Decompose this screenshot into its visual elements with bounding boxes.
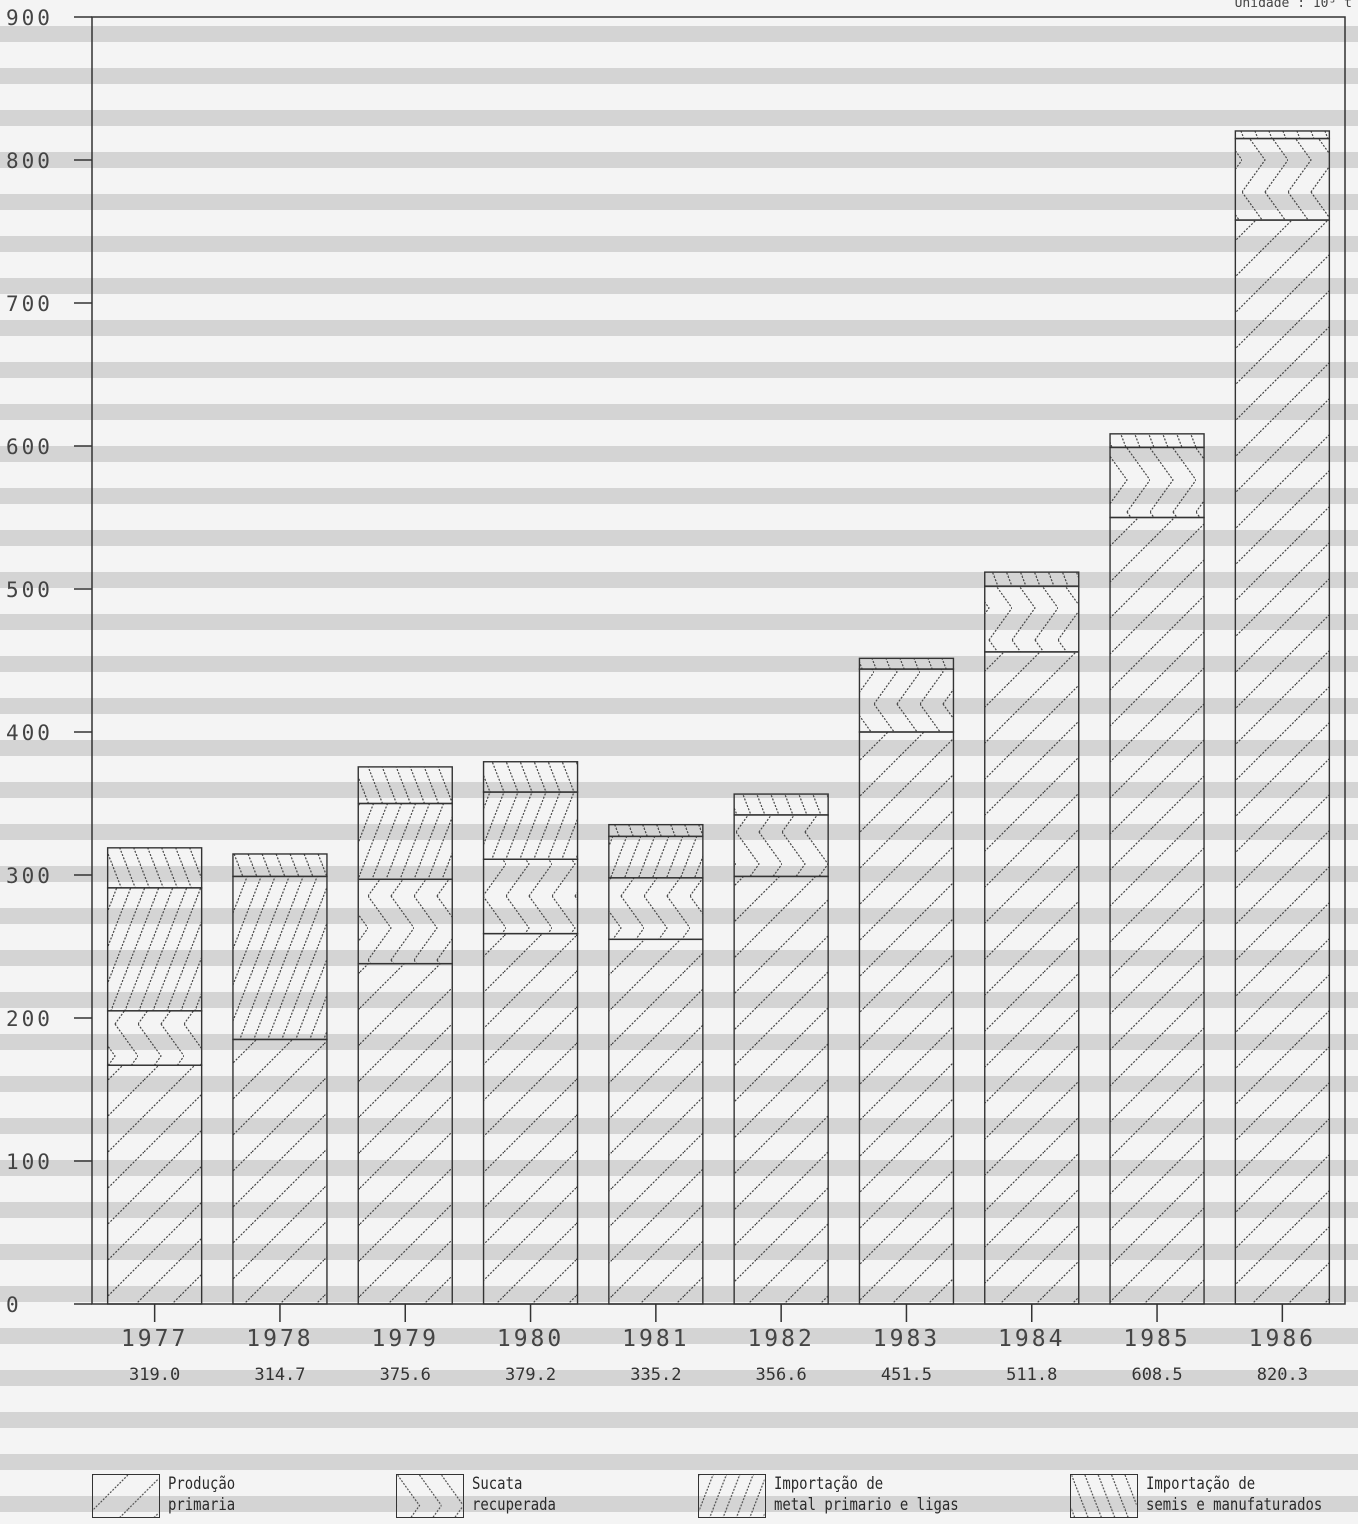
bar-total-label-1986: 820.3 (1257, 1365, 1308, 1385)
x-tick-label-1985: 1985 (1123, 1326, 1190, 1352)
bar-segment-1979-s3 (357, 766, 453, 805)
bar-total-label-1983: 451.5 (881, 1365, 932, 1385)
bar-total-label-1978: 314.7 (254, 1365, 305, 1385)
bar-segment-1986-s0 (1234, 219, 1331, 1305)
bar-total-label-1980: 379.2 (505, 1365, 556, 1385)
bar-segment-1986-s3 (1234, 130, 1331, 140)
y-tick-label: 900 (6, 6, 53, 30)
x-tick-label-1977: 1977 (121, 1326, 188, 1352)
bar-segment-1983-s1 (858, 668, 955, 733)
bar-segment-1978-s3 (232, 853, 328, 878)
legend-swatch-hatch-forward (92, 1474, 160, 1518)
unit-note: Unidade : 10³ t (1234, 0, 1352, 11)
bar-segment-1982-s0 (733, 875, 829, 1305)
bar-segment-1977-s2 (106, 887, 203, 1012)
bar-segment-1981-s2 (608, 835, 704, 879)
x-tick-label-1984: 1984 (998, 1326, 1065, 1352)
x-tick-label-1981: 1981 (622, 1326, 689, 1352)
bar-segment-1983-s3 (858, 657, 955, 670)
bar-segment-1977-s1 (106, 1010, 203, 1066)
y-tick-label: 0 (6, 1293, 22, 1317)
plot-frame (91, 16, 1346, 1305)
legend-swatch-hatch-chevron (396, 1474, 464, 1518)
legend-label: Importação de semis e manufaturados (1146, 1474, 1323, 1515)
y-tick-label: 800 (6, 149, 53, 173)
bar-segment-1981-s0 (608, 938, 704, 1305)
bar-segment-1978-s0 (232, 1038, 328, 1305)
bar-segment-1980-s3 (482, 761, 579, 793)
bar-segment-1979-s2 (357, 802, 453, 880)
x-tick-label-1982: 1982 (747, 1326, 814, 1352)
bar-segment-1980-s2 (482, 791, 579, 860)
legend-label: Sucata recuperada (472, 1474, 556, 1515)
y-tick-label: 300 (6, 864, 53, 888)
x-tick-label-1986: 1986 (1249, 1326, 1316, 1352)
bar-segment-1981-s1 (608, 877, 704, 941)
legend-label: Importação de metal primario e ligas (774, 1474, 959, 1515)
bar-segment-1982-s3 (733, 793, 829, 816)
bar-segment-1985-s3 (1109, 433, 1205, 449)
y-tick-label: 100 (6, 1150, 53, 1174)
y-tick-label: 500 (6, 578, 53, 602)
legend-swatch-hatch-dense-back (1070, 1474, 1138, 1518)
bar-segment-1984-s0 (984, 651, 1080, 1305)
bar-total-label-1981: 335.2 (630, 1365, 681, 1385)
bar-segment-1979-s0 (357, 962, 453, 1305)
legend-label: Produção primaria (168, 1474, 236, 1515)
bar-total-label-1984: 511.8 (1006, 1365, 1057, 1385)
bar-segment-1979-s1 (357, 878, 453, 965)
legend-item-importacao-semis: Importação de semis e manufaturados (1070, 1474, 1358, 1520)
y-tick-label: 400 (6, 721, 53, 745)
bar-segment-1980-s1 (482, 858, 579, 935)
bar-segment-1980-s0 (482, 932, 579, 1305)
legend-item-importacao-metal: Importação de metal primario e ligas (698, 1474, 999, 1520)
bar-segment-1985-s1 (1109, 446, 1205, 519)
x-tick-label-1978: 1978 (246, 1326, 313, 1352)
bar-segment-1981-s3 (608, 823, 704, 838)
y-tick-label: 200 (6, 1007, 53, 1031)
bar-total-label-1979: 375.6 (380, 1365, 431, 1385)
bar-segment-1978-s2 (232, 875, 328, 1041)
bar-total-label-1982: 356.6 (756, 1365, 807, 1385)
bar-segment-1977-s3 (106, 847, 203, 889)
legend-item-producao-primaria: Produção primaria (92, 1474, 250, 1520)
legend-item-sucata-recuperada: Sucata recuperada (396, 1474, 574, 1520)
x-tick-label-1983: 1983 (873, 1326, 940, 1352)
bar-total-label-1977: 319.0 (129, 1365, 180, 1385)
legend-swatch-hatch-dense-forward (698, 1474, 766, 1518)
y-tick-label: 600 (6, 435, 53, 459)
x-tick-label-1980: 1980 (497, 1326, 564, 1352)
x-tick-label-1979: 1979 (372, 1326, 439, 1352)
bar-total-label-1985: 608.5 (1131, 1365, 1182, 1385)
y-tick-label: 700 (6, 292, 53, 316)
bar-segment-1984-s3 (984, 571, 1080, 587)
bar-segment-1983-s0 (858, 731, 955, 1305)
bar-segment-1982-s1 (733, 814, 829, 878)
bar-segment-1986-s1 (1234, 137, 1331, 221)
bar-segment-1984-s1 (984, 585, 1080, 653)
bar-segment-1977-s0 (106, 1064, 203, 1305)
bar-segment-1985-s0 (1109, 516, 1205, 1305)
